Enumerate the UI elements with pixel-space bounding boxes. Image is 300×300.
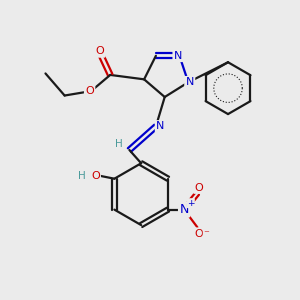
Text: O: O [194, 182, 203, 193]
Text: ⁻: ⁻ [203, 229, 209, 239]
Text: +: + [187, 199, 194, 208]
Text: N: N [174, 51, 182, 61]
Text: O: O [91, 171, 100, 181]
Text: O: O [194, 229, 203, 239]
Text: H: H [77, 171, 85, 181]
Text: N: N [179, 203, 189, 216]
Text: N: N [156, 122, 164, 131]
Text: H: H [115, 139, 123, 149]
Text: O: O [96, 46, 104, 56]
Text: N: N [186, 77, 194, 87]
Text: O: O [85, 86, 94, 96]
